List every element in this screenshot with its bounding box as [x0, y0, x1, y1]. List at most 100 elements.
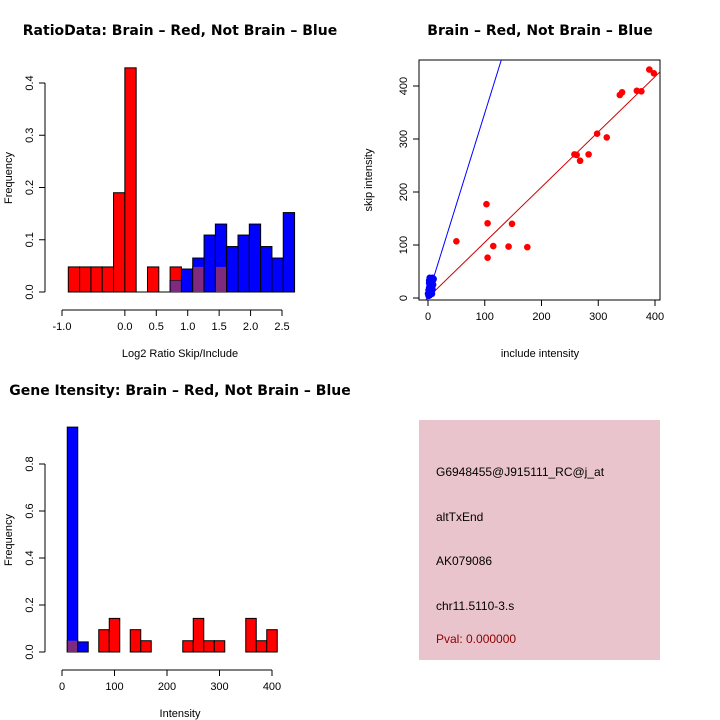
location-text: chr11.5110-3.s [436, 599, 514, 613]
scatter-y-tick-label: 200 [398, 183, 410, 201]
not-brain-point [429, 286, 436, 293]
ratio-histogram-xlabel: Log2 Ratio Skip/Include [122, 348, 238, 360]
brain-point [483, 200, 490, 208]
gene-brain-bar [203, 640, 215, 653]
brain-point [638, 88, 645, 95]
gene-y-tick-label: 0.4 [24, 550, 36, 565]
brain-point [585, 151, 592, 158]
gene-brain-bar [245, 617, 257, 653]
ratio-not-brain-bar [226, 246, 239, 293]
info-panel: G6948455@J915111_RC@j_at altTxEnd AK0790… [419, 420, 660, 660]
ratio-y-tick-label: 0.3 [24, 128, 36, 143]
gene-y-tick-label: 0.6 [24, 503, 36, 518]
ratio-x-tick-label: 1.5 [211, 321, 226, 333]
brain-point [484, 254, 491, 262]
gene-brain-bar [182, 640, 194, 653]
ratio-brain-bar [79, 266, 92, 293]
gene-x-tick-label: 200 [158, 681, 176, 693]
info-panel-background [419, 420, 660, 660]
brain-point [593, 130, 601, 137]
ratio-brain-bar [124, 67, 137, 293]
not-brain-fit-line [426, 60, 502, 300]
intensity-scatter: Brain – Red, Not Brain – Blue 0 100 200 300… [363, 23, 664, 360]
gene-brain-bar [192, 617, 205, 653]
scatter-y-tick-label: 100 [398, 236, 410, 254]
gene-intensity-histogram-title: Gene Itensity: Brain – Red, Not Brain – … [9, 383, 351, 399]
ratio-not-brain-bar [237, 234, 250, 293]
gene-intensity-histogram-xlabel: Intensity [160, 708, 201, 720]
gene-brain-bar [108, 617, 121, 653]
gene-brain-bar [255, 640, 268, 653]
gene-x-tick-label: 300 [210, 681, 228, 693]
gene-not-brain-bar [66, 426, 79, 653]
ratio-not-brain-bar [271, 257, 284, 293]
accession-text: AK079086 [436, 554, 492, 568]
ratio-brain-bar [67, 266, 81, 293]
gene-y-tick-label: 0.8 [24, 456, 36, 471]
brain-point [524, 243, 531, 251]
brain-point [650, 69, 658, 77]
ratio-not-brain-bar [180, 268, 194, 293]
ratio-histogram-title: RatioData: Brain – Red, Not Brain – Blue [23, 23, 337, 39]
gene-x-tick-label: 400 [263, 681, 281, 693]
brain-point [603, 134, 611, 141]
scatter-x-tick-label: 200 [532, 311, 550, 323]
brain-point [573, 151, 580, 159]
scatter-plot-box [418, 59, 661, 301]
ratio-not-brain-bar [260, 246, 273, 293]
ratio-y-tick-label: 0.4 [24, 75, 36, 90]
gene-intensity-histogram: Gene Itensity: Brain – Red, Not Brain – … [3, 383, 351, 720]
ratio-histogram-ylabel: Frequency [3, 152, 15, 204]
gene-brain-bar [129, 629, 142, 653]
brain-point [576, 157, 584, 165]
gene-y-tick-label: 0.2 [24, 597, 36, 612]
gene-brain-bar [140, 640, 152, 653]
probe-id-text: G6948455@J915111_RC@j_at [436, 465, 605, 479]
gene-x-tick-label: 0 [59, 681, 65, 693]
ratio-x-tick-label: 2.5 [274, 321, 289, 333]
brain-point [484, 219, 491, 227]
intensity-scatter-ylabel: skip intensity [363, 148, 375, 211]
gene-y-tick-label: 0.0 [24, 644, 36, 659]
ratio-y-tick-label: 0.2 [24, 180, 36, 195]
ratio-brain-bar [146, 266, 160, 293]
ratio-overlap-bar [215, 266, 227, 292]
scatter-x-tick-label: 400 [646, 311, 664, 323]
scatter-y-tick-label: 0 [398, 295, 410, 301]
intensity-scatter-xlabel: include intensity [501, 348, 580, 360]
not-brain-point [429, 281, 437, 289]
gene-not-brain-bar [77, 641, 89, 653]
ratio-not-brain-bar [282, 212, 296, 293]
brain-point [618, 89, 626, 96]
brain-point [508, 220, 516, 228]
ratio-x-tick-label: 0.0 [117, 321, 132, 333]
gene-x-tick-label: 100 [105, 681, 123, 693]
gene-brain-bar [266, 629, 278, 653]
gene-brain-bar [98, 629, 110, 653]
brain-point [489, 242, 497, 250]
ratio-x-tick-label: -1.0 [53, 321, 72, 333]
ratio-not-brain-bar [203, 234, 216, 293]
ratio-brain-bar [113, 192, 126, 293]
ratio-y-tick-label: 0.1 [24, 232, 36, 247]
event-type-text: altTxEnd [436, 510, 483, 524]
ratio-overlap-bar [193, 266, 204, 292]
ratio-not-brain-bar [248, 223, 262, 293]
gene-overlap-bar [67, 640, 78, 652]
intensity-scatter-title: Brain – Red, Not Brain – Blue [427, 23, 652, 39]
ratio-histogram: RatioData: Brain – Red, Not Brain – Blue… [3, 23, 337, 360]
ratio-overlap-bar [170, 280, 181, 292]
ratio-x-tick-label: 0.5 [149, 321, 164, 333]
ratio-y-tick-label: 0.0 [24, 284, 36, 299]
scatter-y-tick-label: 300 [398, 130, 410, 148]
pval-text: Pval: 0.000000 [436, 632, 516, 646]
ratio-brain-bar [90, 266, 103, 293]
ratio-x-tick-label: 2.0 [243, 321, 258, 333]
ratio-brain-bar [101, 266, 115, 293]
scatter-x-tick-label: 300 [589, 311, 607, 323]
scatter-x-tick-label: 100 [476, 311, 494, 323]
brain-point [505, 243, 512, 250]
brain-point [453, 237, 460, 245]
not-brain-point [426, 274, 434, 282]
